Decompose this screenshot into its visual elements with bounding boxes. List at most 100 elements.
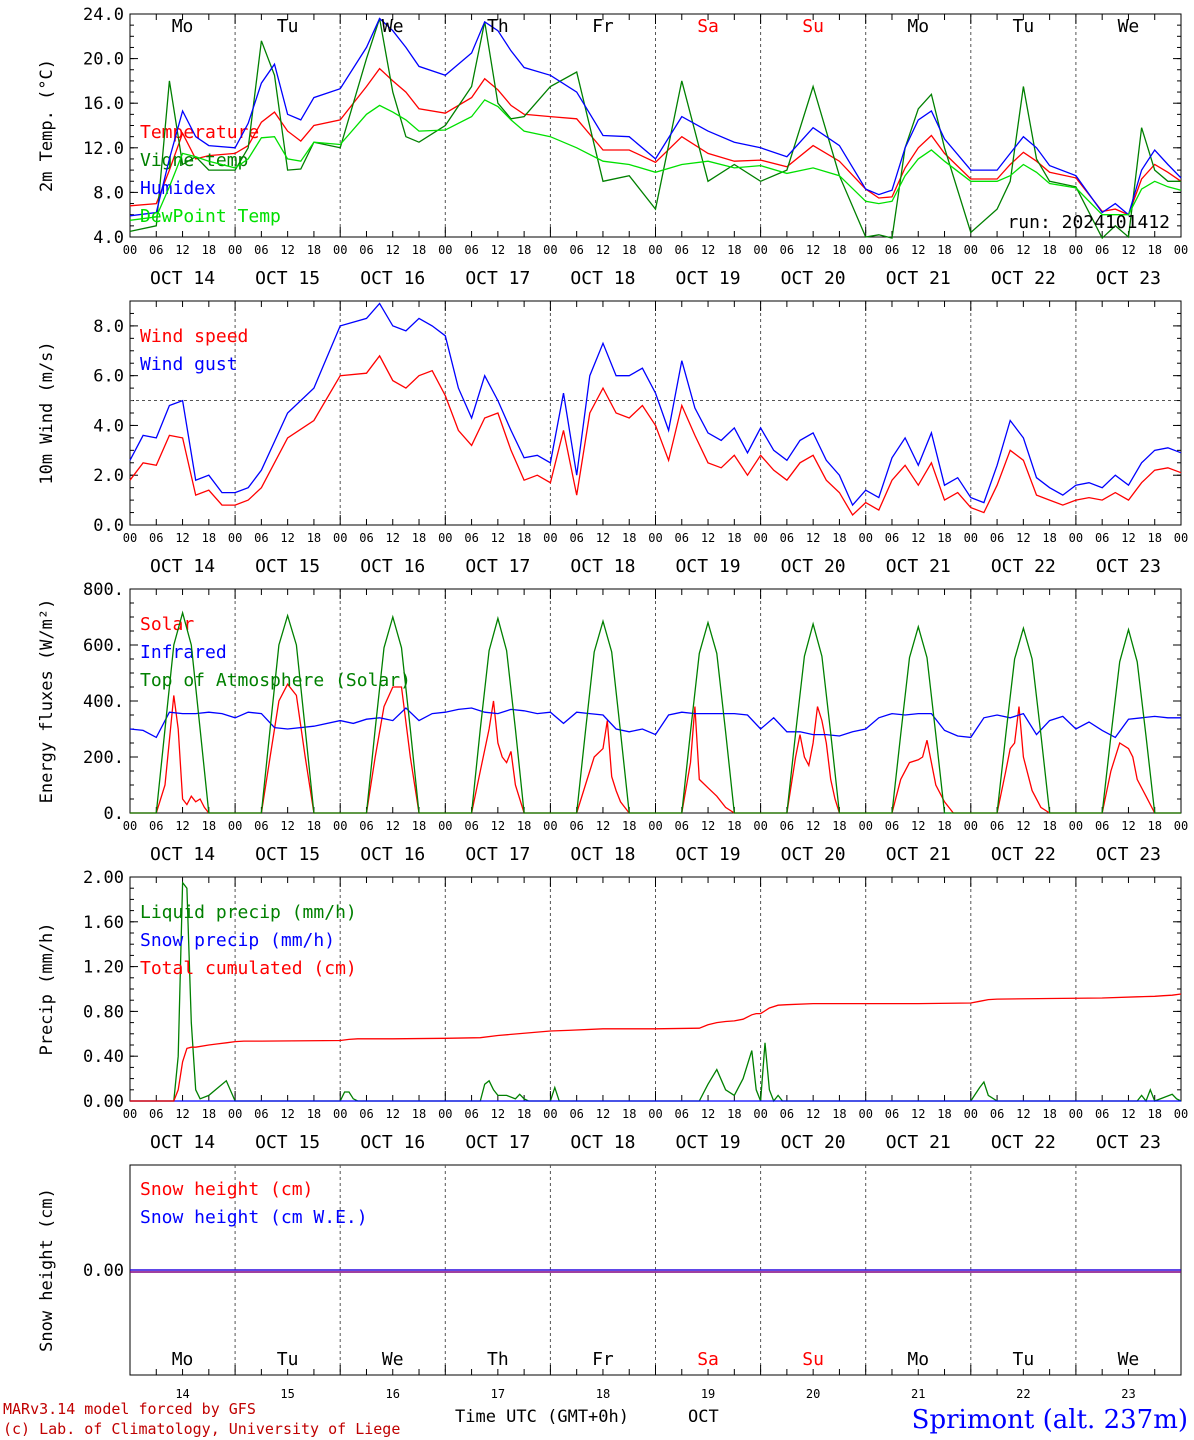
energy-panel-frame xyxy=(129,588,1182,814)
x-tick-label: 06 xyxy=(780,1107,794,1121)
weekday-label: We xyxy=(1118,1349,1140,1370)
day-label: OCT 18 xyxy=(570,556,635,577)
x-tick-label: 06 xyxy=(675,819,689,833)
day-label: OCT 17 xyxy=(465,268,530,289)
series-line xyxy=(129,17,1182,217)
x-tick-label: 18 xyxy=(412,531,426,545)
y-axis-title: Energy fluxes (W/m²) xyxy=(37,599,57,804)
x-tick-label: 18 xyxy=(1147,819,1161,833)
day-label: OCT 17 xyxy=(465,556,530,577)
series-line xyxy=(129,354,1182,517)
x-tick-label: 12 xyxy=(1121,819,1135,833)
series-line xyxy=(129,302,1182,507)
x-tick-label: 12 xyxy=(806,1107,820,1121)
day-label: OCT 15 xyxy=(255,268,320,289)
x-tick-label: 12 xyxy=(701,531,715,545)
x-tick-label: 18 xyxy=(727,243,741,257)
x-tick-label: 18 xyxy=(832,819,846,833)
day-label: OCT 17 xyxy=(465,1132,530,1153)
x-tick-label: 12 xyxy=(1016,1107,1030,1121)
day-label: OCT 19 xyxy=(676,1132,741,1153)
x-tick-label: 12 xyxy=(1016,243,1030,257)
weekday-label: We xyxy=(382,16,404,37)
day-label: OCT 21 xyxy=(886,1132,951,1153)
x-tick-label: 00 xyxy=(1174,531,1188,545)
x-tick-label: 06 xyxy=(780,243,794,257)
weekday-label: Tu xyxy=(1013,1349,1035,1370)
x-tick-label: 12 xyxy=(1121,243,1135,257)
run-label: run: 2024101412 xyxy=(1007,212,1170,233)
day-label: OCT 14 xyxy=(150,1132,215,1153)
x-tick-label: 18 xyxy=(622,1107,636,1121)
x-tick-label: 06 xyxy=(149,1107,163,1121)
day-label: OCT 16 xyxy=(360,844,425,865)
x-tick-label: 12 xyxy=(806,243,820,257)
x-tick-label: 00 xyxy=(648,243,662,257)
x-tick-label: 00 xyxy=(543,243,557,257)
day-label: OCT 17 xyxy=(465,844,530,865)
x-tick-label: 18 xyxy=(412,243,426,257)
x-tick-label: 00 xyxy=(753,531,767,545)
x-tick-label: 06 xyxy=(885,819,899,833)
y-tick-label: 1.60 xyxy=(83,913,124,933)
x-tick-label: 00 xyxy=(123,243,137,257)
x-tick-label: 12 xyxy=(491,1107,505,1121)
x-tick-label: 00 xyxy=(753,243,767,257)
day-label: OCT 18 xyxy=(570,844,635,865)
x-axis-title: Time UTC (GMT+0h) xyxy=(455,1407,629,1427)
day-label: OCT 18 xyxy=(570,1132,635,1153)
x-tick-label: 06 xyxy=(885,1107,899,1121)
x-tick-label: 18 xyxy=(1042,819,1056,833)
x-tick-label: 00 xyxy=(1069,1107,1083,1121)
x-tick-label: 12 xyxy=(806,531,820,545)
x-tick-label: 00 xyxy=(648,1107,662,1121)
legend-entry: Snow precip (mm/h) xyxy=(140,930,335,951)
x-tick-label: 18 xyxy=(622,819,636,833)
x-tick-label: 12 xyxy=(1121,531,1135,545)
x-tick-label: 18 xyxy=(517,1107,531,1121)
x-tick-label: 12 xyxy=(386,243,400,257)
x-tick-label: 06 xyxy=(990,531,1004,545)
day-label: OCT 14 xyxy=(150,556,215,577)
x-tick-label: 12 xyxy=(175,243,189,257)
x-tick-label: 00 xyxy=(123,531,137,545)
legend-entry: Vigne temp xyxy=(140,150,248,171)
x-tick-label: 06 xyxy=(780,819,794,833)
x-tick-label: 18 xyxy=(832,1107,846,1121)
x-tick-label: 06 xyxy=(1095,531,1109,545)
x-tick-label: 18 xyxy=(1042,531,1056,545)
x-tick-label: 12 xyxy=(596,531,610,545)
x-tick-label: 06 xyxy=(1095,1107,1109,1121)
y-axis-title: Precip (mm/h) xyxy=(37,922,57,1055)
x-tick-label: 00 xyxy=(964,531,978,545)
day-label: OCT 15 xyxy=(255,844,320,865)
x-tick-label: 12 xyxy=(175,819,189,833)
day-label: OCT 22 xyxy=(991,844,1056,865)
x-tick-label: 18 xyxy=(937,243,951,257)
day-label: OCT 16 xyxy=(360,268,425,289)
x-tick-label: 00 xyxy=(858,819,872,833)
day-label: OCT 21 xyxy=(886,844,951,865)
day-label: OCT 19 xyxy=(676,844,741,865)
x-tick-label: 18 xyxy=(307,531,321,545)
legend-entry: Infrared xyxy=(140,642,227,663)
y-tick-label: 0. xyxy=(104,804,124,824)
x-tick-label: 18 xyxy=(517,243,531,257)
station-name: Sprimont (alt. 237m) xyxy=(912,1405,1188,1435)
day-label: OCT 21 xyxy=(886,556,951,577)
day-label: OCT 14 xyxy=(150,844,215,865)
series-line xyxy=(130,993,1182,1102)
x-tick-label: 18 xyxy=(412,1107,426,1121)
x-tick-label: 06 xyxy=(359,1107,373,1121)
x-tick-label: 12 xyxy=(1121,1107,1135,1121)
y-tick-label: 800. xyxy=(83,580,124,600)
x-tick-label: 00 xyxy=(1174,819,1188,833)
legend-entry: Snow height (cm W.E.) xyxy=(140,1207,368,1228)
x-tick-label: 00 xyxy=(123,1107,137,1121)
x-tick-label: 06 xyxy=(464,1107,478,1121)
x-tick-label: 00 xyxy=(123,819,137,833)
y-axis-title: 10m Wind (m/s) xyxy=(37,341,57,484)
day-number: 21 xyxy=(911,1387,925,1401)
x-tick-label: 06 xyxy=(254,531,268,545)
x-tick-label: 12 xyxy=(596,1107,610,1121)
